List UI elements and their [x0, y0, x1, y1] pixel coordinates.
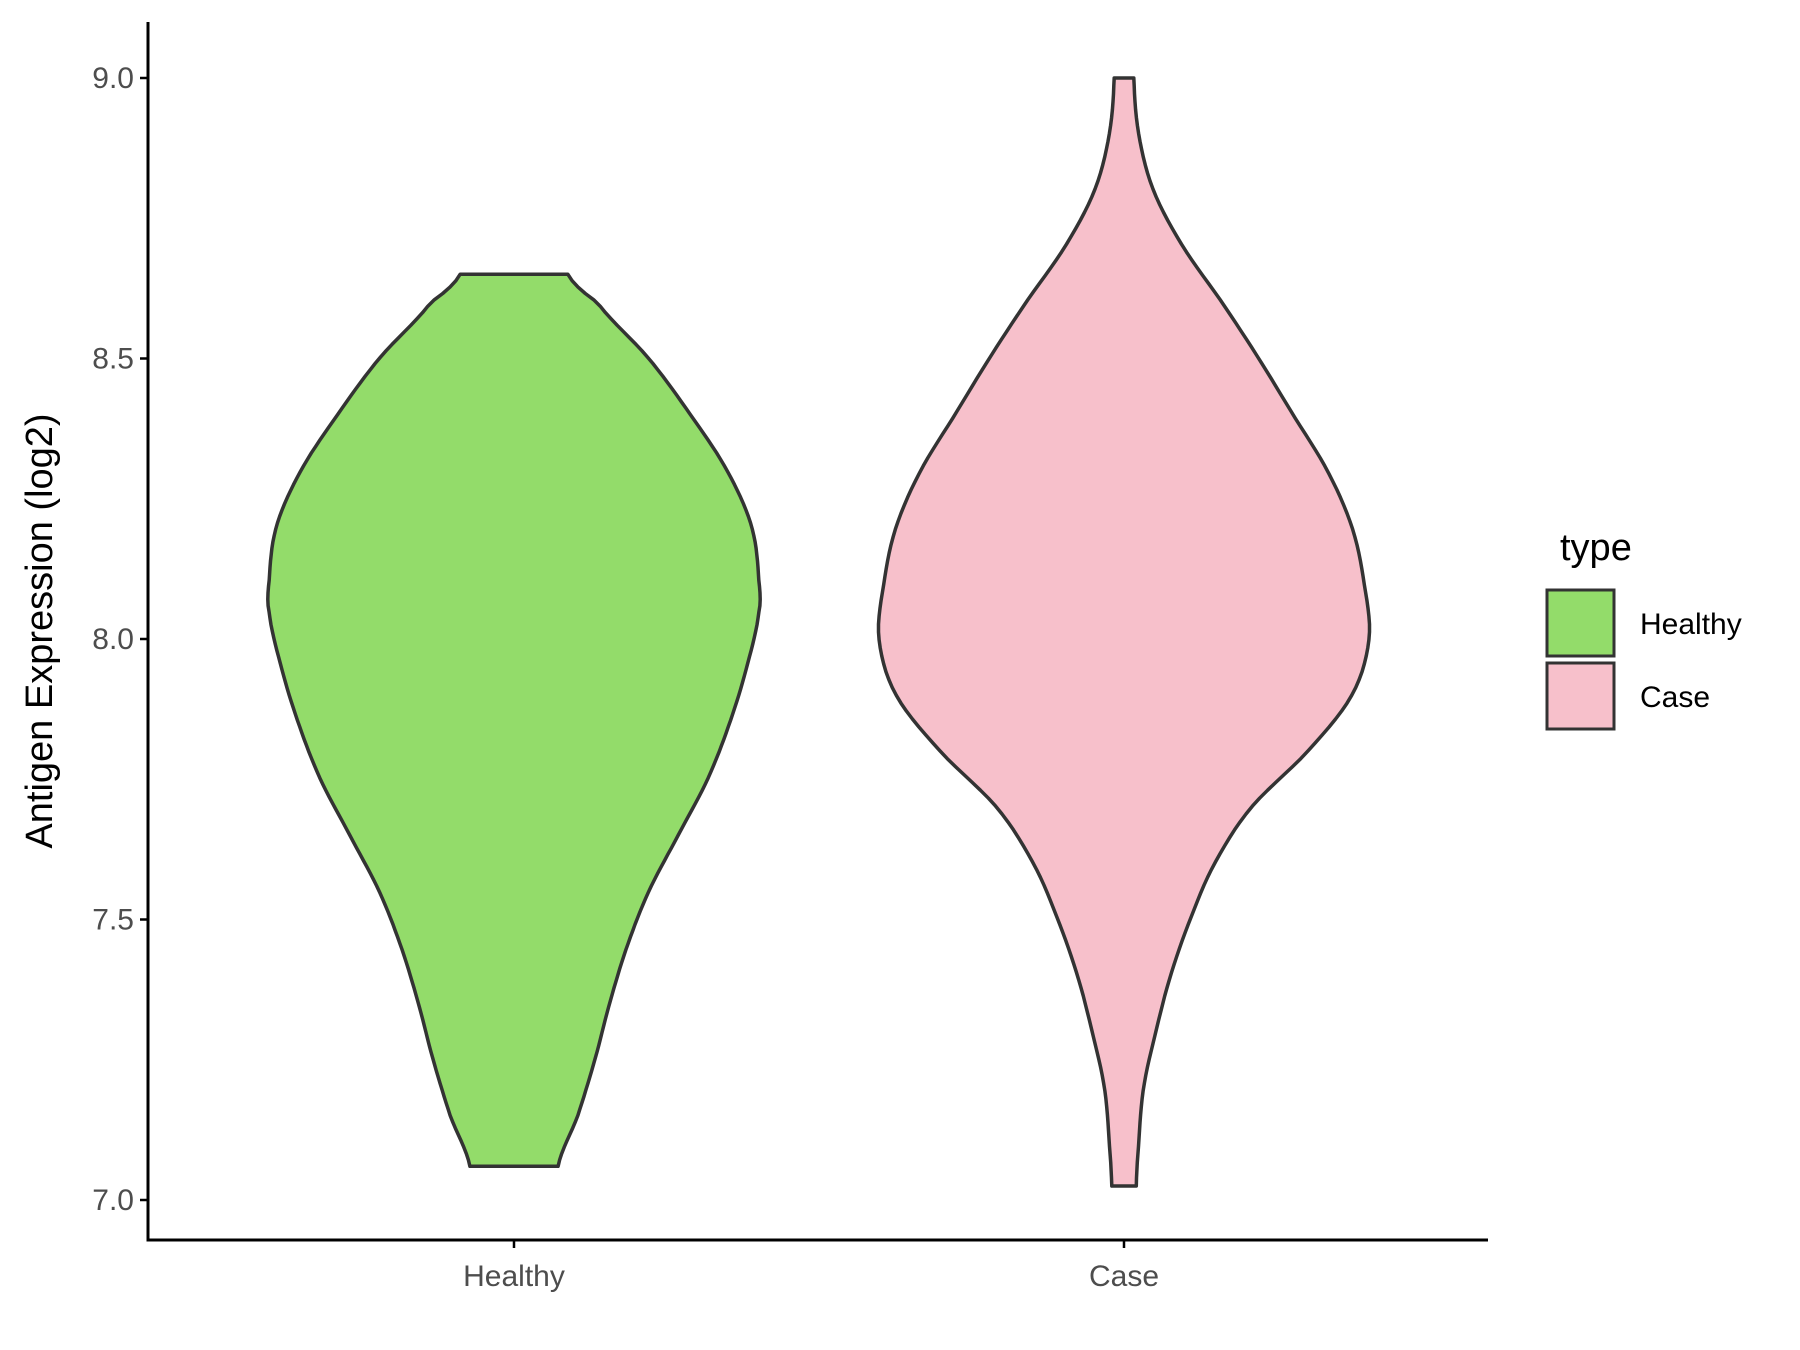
violin-healthy	[266, 272, 762, 1169]
legend-label-case: Case	[1640, 681, 1710, 714]
violin-layer	[266, 76, 1372, 1188]
legend-title: type	[1560, 527, 1632, 569]
legend: type Healthy Case	[1545, 527, 1742, 731]
x-axis-ticks: Healthy Case	[463, 1240, 1159, 1293]
violin-case	[876, 76, 1372, 1188]
x-tick-label: Healthy	[463, 1260, 565, 1293]
legend-label-healthy: Healthy	[1640, 608, 1742, 641]
y-tick-label: 7.5	[92, 904, 134, 937]
y-axis-title: Antigen Expression (log2)	[19, 413, 61, 848]
legend-swatch-healthy	[1545, 588, 1616, 658]
x-tick-label: Case	[1089, 1260, 1159, 1293]
y-tick-label: 7.0	[92, 1184, 134, 1217]
y-tick-label: 8.0	[92, 623, 134, 656]
y-tick-label: 9.0	[92, 62, 134, 95]
y-tick-label: 8.5	[92, 343, 134, 376]
y-axis-ticks: 7.0 7.5 8.0 8.5 9.0	[92, 62, 148, 1217]
legend-swatch-case	[1545, 661, 1616, 731]
